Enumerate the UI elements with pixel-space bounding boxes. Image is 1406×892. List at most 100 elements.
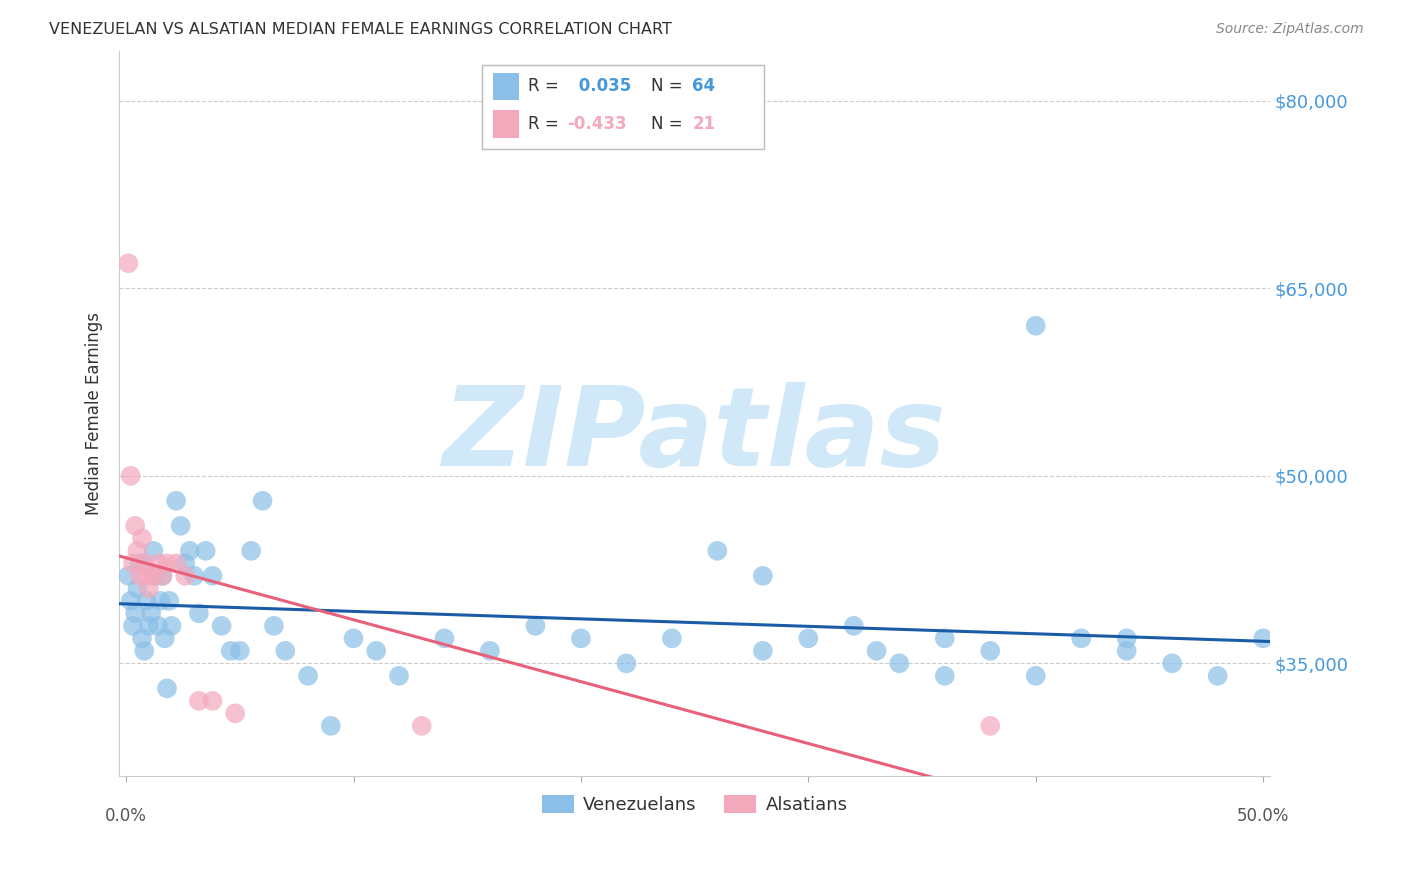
Point [146,619,169,633]
Point [433,632,456,646]
Point [153,632,176,646]
Point [1025,669,1047,683]
Point [157,594,180,608]
Point [138,582,160,596]
Point [128,557,150,571]
Point [219,644,242,658]
Point [319,719,342,733]
Point [131,632,153,646]
Point [152,569,174,583]
Point [134,644,156,658]
Point [752,644,775,658]
Point [1206,669,1229,683]
Point [194,544,217,558]
Text: 64: 64 [692,78,716,95]
Point [297,669,319,683]
Point [934,632,956,646]
Point [569,632,592,646]
Point [388,669,411,683]
Point [142,569,165,583]
Point [934,669,956,683]
Point [174,557,197,571]
Point [1161,657,1184,671]
Point [156,681,179,696]
Point [211,619,233,633]
Point [1115,644,1137,658]
Point [706,544,728,558]
Text: Source: ZipAtlas.com: Source: ZipAtlas.com [1216,22,1364,37]
Point [263,619,285,633]
Point [752,569,775,583]
Point [160,619,183,633]
Point [183,569,205,583]
Point [156,557,179,571]
Point [139,607,162,621]
Point [149,594,172,608]
Point [224,706,246,721]
Point [797,632,820,646]
Text: 21: 21 [692,115,716,133]
Point [127,582,149,596]
Point [138,619,160,633]
Point [120,594,142,608]
Point [366,644,388,658]
Point [979,719,1001,733]
Point [134,557,156,571]
Text: R =: R = [527,115,564,133]
Text: -0.433: -0.433 [567,115,627,133]
Point [187,694,209,708]
Point [1025,318,1047,333]
Text: ZIPatlas: ZIPatlas [443,382,946,489]
Point [135,569,157,583]
Point [127,544,149,558]
Point [117,569,139,583]
Text: R =: R = [527,78,564,95]
Point [128,569,150,583]
Text: 50.0%: 50.0% [1237,807,1289,825]
Point [146,557,169,571]
Point [201,694,224,708]
Point [252,493,274,508]
Y-axis label: Median Female Earnings: Median Female Earnings [86,312,103,515]
Point [187,607,209,621]
Point [274,644,297,658]
Point [979,644,1001,658]
Point [1115,632,1137,646]
Point [616,657,638,671]
Text: VENEZUELAN VS ALSATIAN MEDIAN FEMALE EARNINGS CORRELATION CHART: VENEZUELAN VS ALSATIAN MEDIAN FEMALE EAR… [49,22,672,37]
Point [478,644,501,658]
Point [145,569,167,583]
Point [122,557,145,571]
Point [661,632,683,646]
Point [152,569,174,583]
Text: N =: N = [651,115,688,133]
Point [240,544,263,558]
Point [165,557,187,571]
Point [524,619,547,633]
Point [342,632,364,646]
Point [131,531,153,545]
FancyBboxPatch shape [482,65,763,149]
Legend: Venezuelans, Alsatians: Venezuelans, Alsatians [534,788,855,822]
Point [165,493,187,508]
Point [865,644,887,658]
Point [1251,632,1274,646]
Point [179,544,201,558]
Text: 0.035: 0.035 [572,78,631,95]
Point [1070,632,1092,646]
Point [229,644,252,658]
Point [142,544,165,558]
Point [117,256,139,270]
Point [135,594,157,608]
Point [889,657,911,671]
Bar [494,111,519,137]
Point [411,719,433,733]
Bar [494,72,519,100]
Point [170,518,193,533]
Point [120,468,142,483]
Point [124,518,146,533]
Text: N =: N = [651,78,688,95]
Point [842,619,865,633]
Point [122,619,145,633]
Text: 0.0%: 0.0% [105,807,148,825]
